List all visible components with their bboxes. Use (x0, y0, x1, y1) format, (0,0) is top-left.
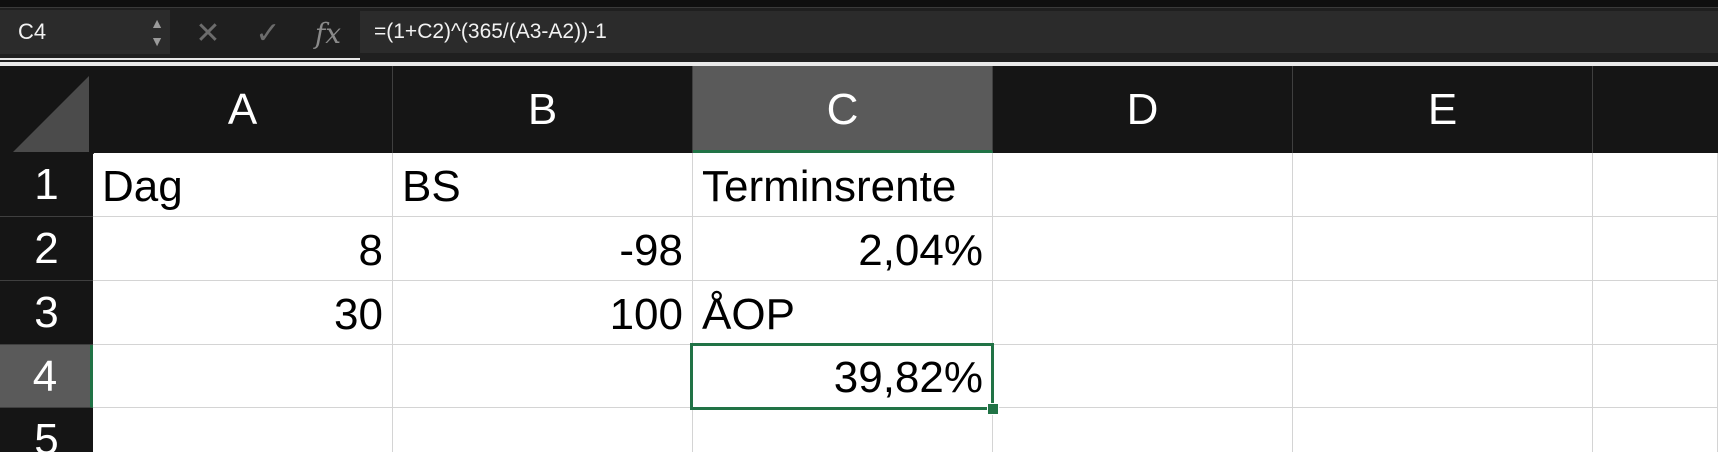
cell-e1[interactable] (1293, 153, 1593, 217)
name-box[interactable]: C4 ▲ ▼ (0, 10, 170, 54)
cell-c2[interactable]: 2,04% (693, 217, 993, 281)
cell-f2[interactable] (1593, 217, 1718, 281)
formula-bar: C4 ▲ ▼ ✕ ✓ fx =(1+C2)^(365/(A3-A2))-1 (0, 8, 1718, 62)
cell-a4[interactable] (93, 345, 393, 408)
cell-value: ÅOP (702, 290, 795, 339)
formula-input[interactable]: =(1+C2)^(365/(A3-A2))-1 (360, 11, 1718, 53)
row-header-1[interactable]: 1 (0, 153, 93, 217)
name-box-underline (0, 58, 360, 60)
cell-b5[interactable] (393, 408, 693, 452)
cell-e4[interactable] (1293, 345, 1593, 408)
cell-a5[interactable] (93, 408, 393, 452)
cancel-icon[interactable]: ✕ (195, 17, 221, 50)
name-box-stepper-icon[interactable]: ▲ ▼ (148, 14, 166, 54)
cell-c3[interactable]: ÅOP (693, 281, 993, 345)
cell-value: BS (402, 162, 461, 211)
row-header-2[interactable]: 2 (0, 217, 93, 281)
cell-b4[interactable] (393, 345, 693, 408)
cell-f4[interactable] (1593, 345, 1718, 408)
select-all-button[interactable] (0, 66, 94, 154)
cell-d3[interactable] (993, 281, 1293, 345)
formula-text: =(1+C2)^(365/(A3-A2))-1 (374, 20, 607, 43)
fill-handle[interactable] (987, 403, 999, 415)
select-all-corner-icon (13, 76, 89, 152)
column-header-a[interactable]: A (93, 66, 393, 153)
cell-b1[interactable]: BS (393, 153, 693, 217)
cell-e3[interactable] (1293, 281, 1593, 345)
cell-value: 2,04% (858, 226, 983, 275)
cell-e5[interactable] (1293, 408, 1593, 452)
stepper-down-icon[interactable]: ▼ (150, 33, 164, 49)
cell-value: Terminsrente (702, 162, 957, 211)
cell-value: 30 (334, 290, 383, 339)
column-header-d[interactable]: D (993, 66, 1293, 153)
cell-b3[interactable]: 100 (393, 281, 693, 345)
cell-value: 100 (609, 290, 683, 339)
name-box-value: C4 (18, 19, 47, 44)
cell-d4[interactable] (993, 345, 1293, 408)
cell-c5[interactable] (693, 408, 993, 452)
cell-d5[interactable] (993, 408, 1293, 452)
row-header-4[interactable]: 4 (0, 345, 93, 408)
cell-a1[interactable]: Dag (93, 153, 393, 217)
cell-value: Dag (102, 162, 183, 211)
column-header-c[interactable]: C (693, 66, 993, 153)
stepper-up-icon[interactable]: ▲ (150, 15, 164, 31)
fx-icon[interactable]: fx (314, 17, 342, 50)
toolbar-separator (0, 62, 1718, 66)
cell-a2[interactable]: 8 (93, 217, 393, 281)
cell-d1[interactable] (993, 153, 1293, 217)
cell-e2[interactable] (1293, 217, 1593, 281)
cell-value: 8 (358, 226, 383, 275)
column-header-b[interactable]: B (393, 66, 693, 153)
column-header-e[interactable]: E (1293, 66, 1593, 153)
cell-a3[interactable]: 30 (93, 281, 393, 345)
cell-c1[interactable]: Terminsrente (693, 153, 993, 217)
spreadsheet-grid: A B C D E 1 2 3 4 5 Dag BS Terminsrente 8 -9… (0, 66, 1718, 452)
cell-f5[interactable] (1593, 408, 1718, 452)
cell-value: -98 (619, 226, 683, 275)
cell-f1[interactable] (1593, 153, 1718, 217)
row-header-3[interactable]: 3 (0, 281, 93, 345)
cell-f3[interactable] (1593, 281, 1718, 345)
cell-d2[interactable] (993, 217, 1293, 281)
check-icon[interactable]: ✓ (255, 17, 281, 50)
cell-b2[interactable]: -98 (393, 217, 693, 281)
cell-c4[interactable]: 39,82% (693, 345, 993, 408)
row-header-5[interactable]: 5 (0, 408, 93, 452)
column-header-f[interactable] (1593, 66, 1718, 153)
window-top-edge (0, 0, 1718, 8)
cell-value: 39,82% (833, 353, 983, 402)
